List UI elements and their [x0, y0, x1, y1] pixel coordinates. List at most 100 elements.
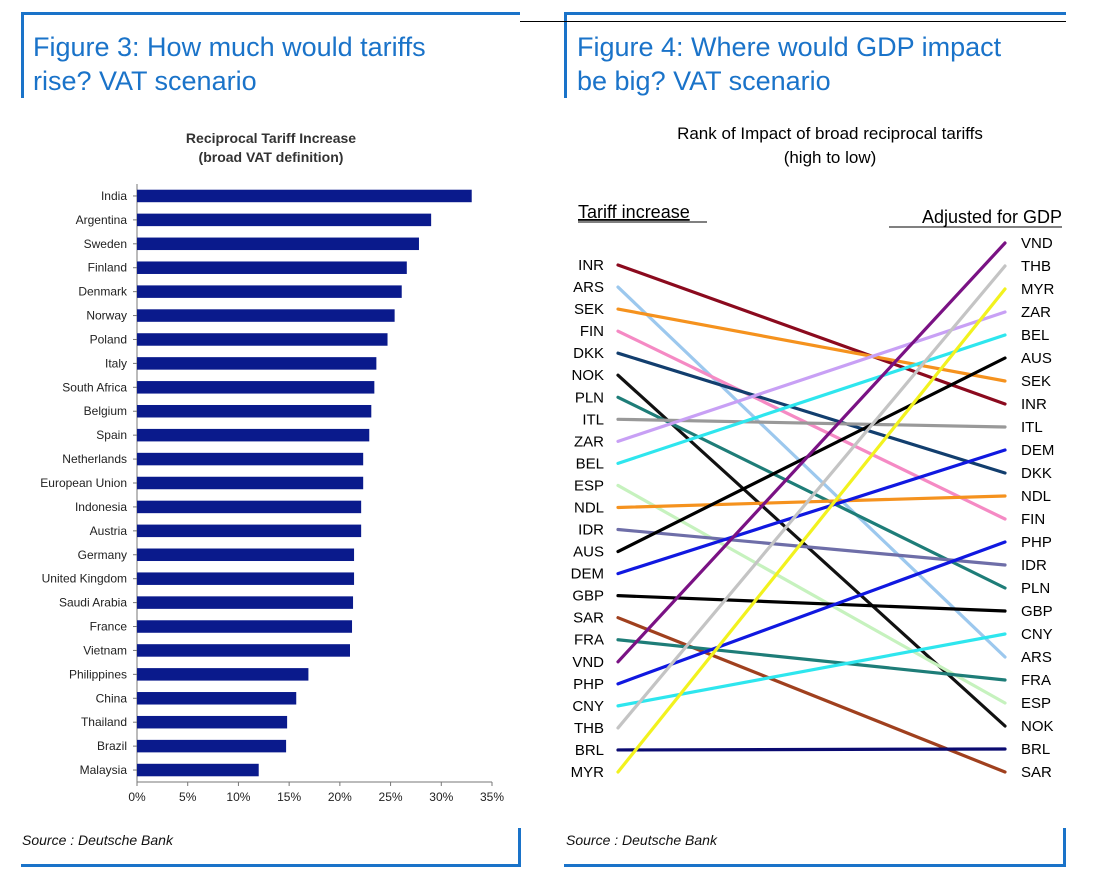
slope-line-idr: [616, 527, 1007, 567]
right-rank-label: INR: [1021, 396, 1047, 413]
left-rank-label: ARS: [573, 279, 604, 296]
right-rank-label: PHP: [1021, 534, 1052, 551]
left-rank-label: SEK: [574, 301, 604, 318]
fig3-source: Source : Deutsche Bank: [22, 832, 173, 848]
bar-category-label: Germany: [78, 548, 127, 562]
bar-category-label: Netherlands: [62, 452, 127, 466]
bar-category-label: Finland: [88, 261, 127, 275]
bar-category-label: Norway: [86, 309, 127, 323]
slope-line-fin: [616, 329, 1007, 521]
fig3-left-rule: [21, 12, 24, 98]
slope-line-ars: [616, 285, 1007, 659]
right-rank-label: DEM: [1021, 442, 1054, 459]
left-rank-label: ZAR: [574, 433, 604, 450]
bar: [137, 500, 362, 514]
bar-chart-title: Reciprocal Tariff Increase: [186, 130, 356, 146]
left-rank-label: NOK: [571, 367, 604, 384]
left-rank-label: DEM: [571, 566, 604, 583]
bar-category-label: Philippines: [69, 667, 127, 681]
left-rank-label: ESP: [574, 477, 604, 494]
bar-category-label: Poland: [90, 332, 127, 346]
slope-line-pln: [616, 395, 1007, 590]
bar: [137, 357, 377, 370]
slope-line-gbp: [616, 594, 1007, 613]
left-rank-label: PLN: [575, 389, 604, 406]
right-rank-label: AUS: [1021, 350, 1052, 367]
bar-category-label: Thailand: [81, 715, 127, 729]
bar: [137, 572, 355, 585]
slope-line-dem: [616, 448, 1007, 576]
header-divider: [520, 21, 1066, 22]
right-rank-label: FIN: [1021, 511, 1045, 528]
slope-line-inr: [616, 263, 1007, 406]
right-rank-label: SAR: [1021, 764, 1052, 781]
slope-line-php: [616, 540, 1007, 686]
bar-category-label: Italy: [105, 356, 127, 370]
right-rank-label: GBP: [1021, 603, 1053, 620]
fig4-title: Figure 4: Where would GDP impact be big?…: [577, 30, 1001, 98]
right-rank-label: SEK: [1021, 373, 1051, 390]
bar-category-label: Argentina: [76, 213, 128, 227]
left-rank-label: GBP: [572, 588, 604, 605]
bar: [137, 476, 364, 490]
bar: [137, 452, 364, 466]
bar-category-label: Brazil: [97, 739, 127, 753]
right-rank-label: NOK: [1021, 718, 1054, 735]
fig4-left-rule: [564, 12, 567, 98]
left-rank-label: NDL: [574, 499, 604, 516]
left-rank-label: DKK: [573, 345, 604, 362]
bar-category-label: Saudi Arabia: [59, 596, 127, 610]
bar-category-label: Belgium: [84, 404, 127, 418]
bar-category-label: Sweden: [84, 237, 127, 251]
fig4-source: Source : Deutsche Bank: [566, 832, 717, 848]
left-rank-label: MYR: [571, 764, 605, 781]
bar-category-label: Spain: [96, 428, 127, 442]
x-tick-label: 30%: [429, 790, 453, 804]
bar: [137, 763, 259, 777]
bar: [137, 596, 354, 609]
left-rank-label: SAR: [573, 610, 604, 627]
bar: [137, 620, 353, 633]
x-tick-label: 10%: [226, 790, 250, 804]
fig3-bottom-rule: [21, 864, 521, 867]
left-rank-label: CNY: [572, 698, 604, 715]
fig3-title-line1: Figure 3: How much would tariffs: [33, 32, 426, 62]
slope-line-myr: [616, 287, 1007, 774]
right-rank-label: ARS: [1021, 649, 1052, 666]
right-rank-label: ITL: [1021, 419, 1043, 436]
right-rank-label: BEL: [1021, 327, 1049, 344]
gdp-rank-slope-chart: Rank of Impact of broad reciprocal tarif…: [571, 124, 1062, 781]
slope-line-sar: [616, 616, 1007, 774]
fig3-title-line2: rise? VAT scenario: [33, 66, 257, 96]
bar: [137, 739, 287, 753]
bar-category-label: South Africa: [62, 380, 127, 394]
slope-line-fra: [616, 638, 1007, 682]
right-rank-label: PLN: [1021, 580, 1050, 597]
slope-line-zar: [616, 310, 1007, 443]
bar: [137, 381, 375, 394]
bar: [137, 333, 388, 346]
left-rank-label: ITL: [582, 411, 604, 428]
fig4-title-line1: Figure 4: Where would GDP impact: [577, 32, 1002, 62]
bar-category-label: China: [96, 691, 128, 705]
bar-category-label: United Kingdom: [42, 572, 127, 586]
left-rank-label: FIN: [580, 323, 604, 340]
right-rank-label: IDR: [1021, 557, 1047, 574]
x-tick-label: 35%: [480, 790, 504, 804]
bar-category-label: Malaysia: [80, 763, 128, 777]
fig3-bottom-right-rule: [518, 828, 521, 866]
bar: [137, 404, 372, 418]
right-rank-label: ZAR: [1021, 304, 1051, 321]
right-rank-label: FRA: [1021, 672, 1051, 689]
left-rank-label: VND: [572, 654, 604, 671]
x-tick-label: 25%: [379, 790, 403, 804]
slope-chart-title: Rank of Impact of broad reciprocal tarif…: [677, 124, 983, 143]
slope-line-aus: [616, 356, 1007, 554]
left-rank-label: AUS: [573, 544, 604, 561]
right-rank-label: BRL: [1021, 741, 1050, 758]
left-rank-label: BEL: [576, 455, 604, 472]
bar: [137, 524, 362, 538]
bar-category-label: Vietnam: [83, 643, 127, 657]
x-tick-label: 20%: [328, 790, 352, 804]
bar: [137, 668, 309, 681]
